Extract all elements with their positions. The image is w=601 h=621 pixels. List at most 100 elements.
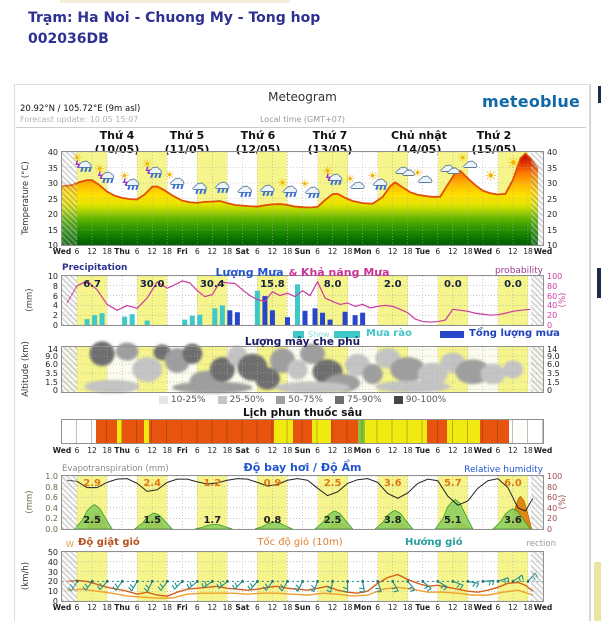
x-axis-day-label: Mon bbox=[353, 446, 372, 455]
end-hatch bbox=[531, 347, 543, 392]
humidity-unit-label: (%) bbox=[558, 494, 568, 509]
axis-tick-label: 30 bbox=[47, 567, 58, 577]
x-axis-hour-label: 6 bbox=[315, 603, 320, 612]
x-axis-hour-label: 18 bbox=[282, 603, 293, 612]
total-precip-label: Tổng lượng mưa bbox=[469, 328, 560, 339]
past-time-hatch bbox=[62, 152, 77, 245]
x-axis-hour-label: 12 bbox=[327, 603, 338, 612]
daily-evapo-sum: 0.8 bbox=[263, 515, 282, 526]
spray-segment bbox=[148, 420, 274, 443]
spray-segment bbox=[357, 420, 365, 443]
x-axis-hour-label: 12 bbox=[267, 247, 278, 256]
axis-tick-label: 40 bbox=[547, 301, 558, 311]
meteoblue-logo[interactable]: meteoblue bbox=[482, 92, 580, 111]
x-axis-hour-label: 18 bbox=[282, 446, 293, 455]
right-edge-fragment-bottom bbox=[594, 562, 601, 621]
x-axis-hour-label: 12 bbox=[387, 247, 398, 256]
axis-tick-label: 2 bbox=[52, 311, 58, 321]
wind-chart bbox=[62, 551, 543, 602]
x-axis-day-label: Fri bbox=[176, 247, 188, 256]
x-axis-hour-label: 18 bbox=[523, 446, 533, 455]
x-axis-hour-label: 12 bbox=[147, 247, 157, 256]
x-axis-day-label: Wed bbox=[473, 247, 493, 256]
x-axis-day-label: Mon bbox=[353, 603, 372, 612]
spray-segment bbox=[122, 420, 144, 443]
x-axis-hour-label: 12 bbox=[327, 247, 338, 256]
axis-tick-label: 40 bbox=[47, 148, 58, 157]
x-axis-hour-label: 12 bbox=[327, 446, 338, 455]
spray-segment bbox=[331, 420, 358, 443]
daily-evapo-sum: 5.1 bbox=[443, 515, 462, 526]
cloud-legend-label: 50-75% bbox=[288, 395, 323, 405]
day-header-name: Chủ nhật bbox=[391, 129, 447, 142]
axis-tick-label: 1.5 bbox=[45, 378, 58, 388]
x-axis-day-label: Wed bbox=[473, 603, 493, 612]
axis-tick-label: 0 bbox=[547, 385, 553, 395]
x-axis-hour-label: 6 bbox=[194, 247, 200, 256]
showers-swatch bbox=[334, 331, 360, 338]
x-axis-hour-label: 12 bbox=[448, 247, 458, 256]
x-axis-hour-label: 18 bbox=[463, 247, 473, 256]
precipitation-title: Lượng Mưa & Khả năng Mưa bbox=[62, 261, 543, 280]
daily-evapo-sum: 1.5 bbox=[143, 515, 162, 526]
x-axis-hour-label: 6 bbox=[375, 247, 381, 256]
daily-evapo-value: 6.0 bbox=[504, 478, 522, 489]
total-precip-swatch bbox=[440, 331, 464, 338]
cloud-legend-label: 75-90% bbox=[347, 395, 382, 405]
x-axis-hour-label: 18 bbox=[102, 247, 112, 256]
x-axis-day-label: Tue bbox=[415, 446, 431, 455]
daily-precip-total: 15.8 bbox=[260, 279, 285, 290]
axis-tick-label: 10 bbox=[47, 272, 58, 281]
cloud-legend-swatch bbox=[393, 396, 403, 404]
daily-evapo-value: 2.4 bbox=[143, 478, 162, 489]
day-header-name: Thứ 7 bbox=[312, 129, 348, 142]
station-header: Trạm: Ha Noi - Chuong My - Tong hop 0020… bbox=[28, 8, 320, 50]
axis-tick-label: 6.0 bbox=[547, 360, 560, 370]
cloud-legend-item: 10-25% bbox=[158, 395, 206, 405]
axis-tick-label: 0 bbox=[52, 321, 58, 330]
spray-hour-separators bbox=[62, 420, 543, 443]
axis-tick-label: 0 bbox=[547, 525, 553, 534]
x-axis-day-label: Sat bbox=[235, 247, 250, 256]
x-axis-day-label: Tue bbox=[415, 247, 431, 256]
probability-label: probability bbox=[494, 266, 543, 276]
cloud-legend-swatch bbox=[276, 396, 286, 404]
daily-precip-total: 0.0 bbox=[443, 279, 462, 290]
x-axis-hour-label: 18 bbox=[222, 247, 233, 256]
precipitation-probability-title-vi: Khả năng Mưa bbox=[300, 266, 390, 279]
x-axis-day-label: Wed bbox=[52, 446, 72, 455]
x-axis-day-label: Fri bbox=[176, 446, 188, 455]
x-axis-day-label: Sun bbox=[294, 446, 311, 455]
x-axis-hour-label: 12 bbox=[207, 603, 218, 612]
day-header-name: Thứ 6 bbox=[240, 129, 276, 142]
station-name: Trạm: Ha Noi - Chuong My - Tong hop bbox=[28, 10, 321, 26]
x-axis-hour-label: 18 bbox=[222, 446, 233, 455]
wind-direction-truncated-label: rection bbox=[526, 539, 557, 549]
x-axis-hour-label: 18 bbox=[463, 603, 473, 612]
x-axis-hour-label: 12 bbox=[267, 446, 278, 455]
axis-tick-label: 8 bbox=[52, 281, 58, 291]
daily-evapo-value: 3.6 bbox=[383, 478, 402, 489]
showers-en-label: Show bbox=[308, 330, 330, 339]
x-axis-hour-label: 12 bbox=[387, 603, 398, 612]
precipitation-title-vi: Lượng Mưa bbox=[215, 266, 284, 279]
cloud-legend-label: 90-100% bbox=[405, 395, 447, 405]
x-axis-hour-label: 6 bbox=[74, 247, 80, 256]
axis-tick-label: 4 bbox=[52, 301, 58, 311]
x-axis-day-label: Sat bbox=[235, 603, 250, 612]
precipitation-chart bbox=[62, 275, 543, 326]
right-edge-fragment-top bbox=[598, 86, 601, 103]
right-edge-divider bbox=[590, 84, 591, 621]
spray-schedule-title: Lịch phun thuốc sâu bbox=[242, 407, 363, 419]
x-axis-hour-label: 18 bbox=[222, 603, 233, 612]
daily-evapo-value: 2.9 bbox=[83, 478, 101, 489]
spray-schedule-bar bbox=[62, 420, 543, 443]
cloud-legend-item: 50-75% bbox=[276, 395, 323, 405]
daily-precip-total: 30.0 bbox=[139, 279, 165, 290]
axis-tick-label: 0 bbox=[52, 385, 58, 395]
x-axis-hour-label: 6 bbox=[255, 603, 260, 612]
spray-segment bbox=[427, 420, 447, 443]
precipitation-label-en: Precipitation bbox=[62, 263, 128, 273]
x-axis-hour-label: 12 bbox=[508, 247, 518, 256]
